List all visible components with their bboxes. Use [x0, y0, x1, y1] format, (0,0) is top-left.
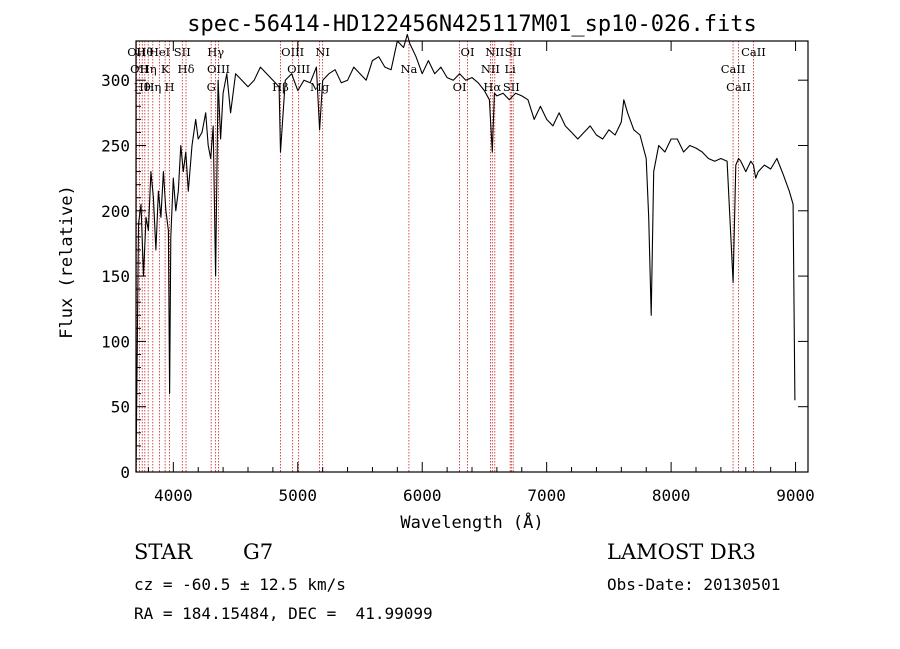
line-marker-label: H	[164, 80, 174, 94]
line-marker-label: Hθ	[136, 45, 153, 59]
line-marker-label: OI	[461, 45, 475, 59]
object-type: STAR	[134, 540, 193, 564]
y-axis-label: Flux (relative)	[57, 185, 77, 339]
line-marker-label: Hγ	[207, 45, 224, 59]
line-marker-label: NII	[485, 45, 504, 59]
observation-date: Obs-Date: 20130501	[607, 575, 780, 594]
redshift-info: cz = -60.5 ± 12.5 km/s	[134, 575, 346, 594]
y-tick-label: 50	[111, 398, 130, 417]
line-marker-label: CaII	[721, 62, 746, 76]
line-marker-label: Na	[400, 62, 417, 76]
line-marker-label: Mg	[310, 80, 330, 94]
plot-frame	[135, 40, 809, 473]
line-marker-label: CaII	[726, 80, 751, 94]
line-marker-label: Li	[505, 62, 517, 76]
spectral-line-markers	[136, 41, 754, 472]
x-tick-label: 7000	[527, 486, 566, 505]
y-axis-ticks: 0 50 100 150 200 250 300	[101, 53, 808, 482]
x-tick-label: 9000	[776, 486, 815, 505]
line-marker-label: OIII	[281, 45, 304, 59]
x-tick-label: 6000	[403, 486, 442, 505]
x-axis-ticks: 4000 5000 6000 7000 8000 9000	[147, 41, 815, 505]
chart-title: spec-56414-HD122456N425117M01_sp10-026.f…	[187, 12, 757, 37]
line-marker-label: Hθ	[134, 80, 151, 94]
line-marker-label: Hα	[483, 80, 501, 94]
line-marker-label: K	[161, 62, 170, 76]
y-tick-label: 250	[101, 136, 130, 155]
line-marker-label: OII	[130, 62, 149, 76]
line-marker-label: Hδ	[178, 62, 195, 76]
line-marker-label: Hη	[144, 80, 161, 94]
coordinates: RA = 184.15484, DEC = 41.99099	[134, 604, 433, 623]
y-tick-label: 150	[101, 267, 130, 286]
spectral-line-labels: OIIOIIHθHθHηHηHeIKHSIIHδGHγOIIIHβOIIIOII…	[127, 45, 766, 94]
x-tick-label: 5000	[279, 486, 318, 505]
object-subclass: G7	[243, 540, 273, 564]
line-marker-label: G	[207, 80, 216, 94]
x-tick-label: 8000	[652, 486, 691, 505]
line-marker-label: SII	[505, 45, 522, 59]
line-marker-label: HeI	[149, 45, 170, 59]
line-marker-label: CaII	[741, 45, 766, 59]
line-marker-label: SII	[174, 45, 191, 59]
y-tick-label: 300	[101, 71, 130, 90]
spectrum-line	[135, 33, 796, 473]
x-tick-label: 4000	[154, 486, 193, 505]
line-marker-label: OI	[453, 80, 467, 94]
y-tick-label: 100	[101, 332, 130, 351]
line-marker-label: OIII	[287, 62, 310, 76]
y-tick-label: 200	[101, 202, 130, 221]
line-marker-label: NI	[315, 45, 330, 59]
survey-name: LAMOST DR3	[607, 540, 756, 564]
x-axis-label: Wavelength (Å)	[400, 511, 543, 533]
y-tick-label: 0	[120, 463, 130, 482]
line-marker-label: Hη	[140, 62, 157, 76]
line-marker-label: SII	[503, 80, 520, 94]
line-marker-label: NII	[481, 62, 500, 76]
line-marker-label: OIII	[207, 62, 230, 76]
